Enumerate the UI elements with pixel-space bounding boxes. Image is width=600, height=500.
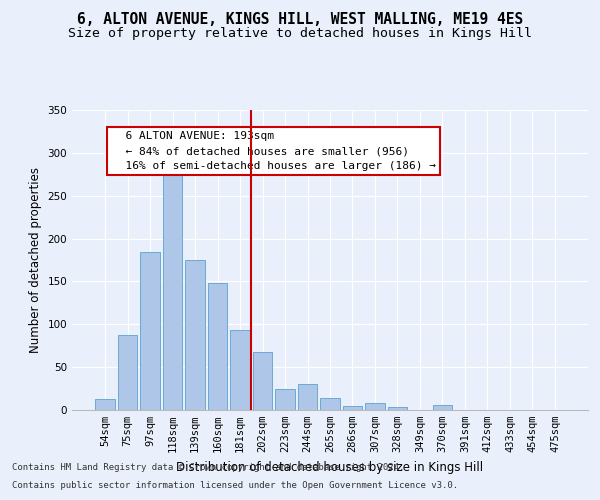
Text: 6, ALTON AVENUE, KINGS HILL, WEST MALLING, ME19 4ES: 6, ALTON AVENUE, KINGS HILL, WEST MALLIN… [77,12,523,28]
Text: Size of property relative to detached houses in Kings Hill: Size of property relative to detached ho… [68,28,532,40]
Bar [253,352,272,410]
Bar [163,162,182,410]
Bar [140,252,160,410]
Bar [118,334,137,410]
Bar [433,405,452,410]
Bar [343,406,362,410]
Bar [388,408,407,410]
Bar [365,403,385,410]
Bar [208,283,227,410]
Text: 6 ALTON AVENUE: 193sqm
  ← 84% of detached houses are smaller (956)
  16% of sem: 6 ALTON AVENUE: 193sqm ← 84% of detached… [112,132,436,171]
Bar [320,398,340,410]
Text: Contains HM Land Registry data © Crown copyright and database right 2024.: Contains HM Land Registry data © Crown c… [12,464,404,472]
Bar [95,399,115,410]
Text: Contains public sector information licensed under the Open Government Licence v3: Contains public sector information licen… [12,481,458,490]
Bar [275,388,295,410]
Bar [230,330,250,410]
Y-axis label: Number of detached properties: Number of detached properties [29,167,42,353]
Bar [298,384,317,410]
Bar [185,260,205,410]
X-axis label: Distribution of detached houses by size in Kings Hill: Distribution of detached houses by size … [176,460,484,473]
